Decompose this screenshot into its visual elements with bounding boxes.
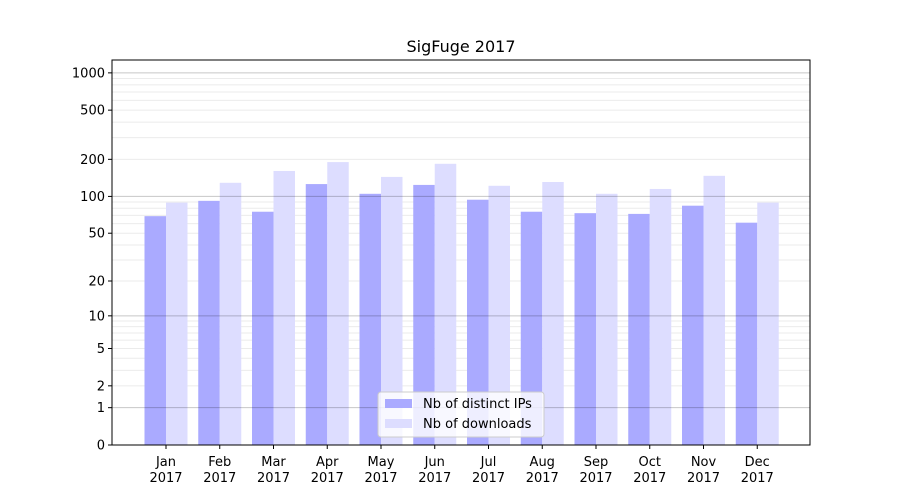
bar-downloads: [166, 202, 188, 445]
bar-distinct-ips: [682, 205, 704, 445]
bar-distinct-ips: [574, 213, 596, 445]
x-tick-label: Sep 2017: [579, 455, 612, 486]
x-tick-label: Jan 2017: [149, 455, 182, 486]
bar-downloads: [219, 182, 242, 445]
bar-downloads: [649, 188, 672, 445]
bar-downloads: [434, 163, 457, 445]
x-tick-label: Feb 2017: [203, 455, 236, 486]
bar-distinct-ips: [520, 211, 543, 445]
plot-frame: [111, 59, 811, 446]
bar-downloads: [703, 175, 725, 445]
bar-distinct-ips: [252, 211, 274, 445]
x-tick-label: Mar 2017: [257, 455, 290, 486]
bar-distinct-ips: [305, 184, 328, 446]
bar-distinct-ips: [467, 199, 489, 445]
x-tick-label: Apr 2017: [311, 455, 344, 486]
legend-swatch: [385, 419, 412, 428]
y-tick-label: 2: [97, 379, 105, 394]
bar-downloads: [596, 193, 618, 445]
bar-downloads: [542, 181, 564, 445]
bar-distinct-ips: [144, 216, 166, 445]
x-tick-label: Jul 2017: [472, 455, 505, 486]
bar-downloads: [327, 162, 349, 446]
bar-downloads: [273, 170, 295, 445]
y-tick-label: 1000: [72, 66, 105, 81]
bar-distinct-ips: [198, 200, 220, 445]
y-tick-label: 5: [97, 342, 105, 357]
legend-label: Nb of downloads: [423, 417, 532, 432]
legend-label: Nb of distinct IPs: [423, 397, 532, 412]
y-tick-label: 10: [88, 309, 105, 324]
bar-distinct-ips: [628, 213, 650, 445]
y-tick-label: 100: [80, 190, 105, 205]
legend-swatch: [385, 399, 412, 408]
x-tick-label: Nov 2017: [687, 455, 720, 486]
x-tick-label: Dec 2017: [741, 455, 774, 486]
y-tick-label: 1: [97, 401, 105, 416]
bar-distinct-ips: [413, 184, 435, 445]
bar-downloads: [757, 202, 779, 445]
y-tick-label: 20: [88, 275, 105, 290]
y-tick-label: 50: [88, 227, 105, 242]
x-tick-label: May 2017: [364, 455, 397, 486]
bar-distinct-ips: [359, 193, 381, 445]
x-tick-label: Jun 2017: [418, 455, 451, 486]
y-tick-label: 200: [80, 153, 105, 168]
bar-downloads: [381, 176, 403, 445]
legend-box: [377, 391, 545, 438]
x-tick-label: Oct 2017: [633, 455, 666, 486]
y-tick-label: 500: [80, 104, 105, 119]
bar-downloads: [488, 185, 510, 446]
y-tick-label: 0: [97, 439, 105, 454]
legend: Nb of distinct IPs Nb of downloads: [377, 391, 545, 438]
chart-title: SigFuge 2017: [406, 37, 515, 56]
bar-distinct-ips: [735, 222, 758, 445]
x-tick-label: Aug 2017: [526, 455, 559, 486]
